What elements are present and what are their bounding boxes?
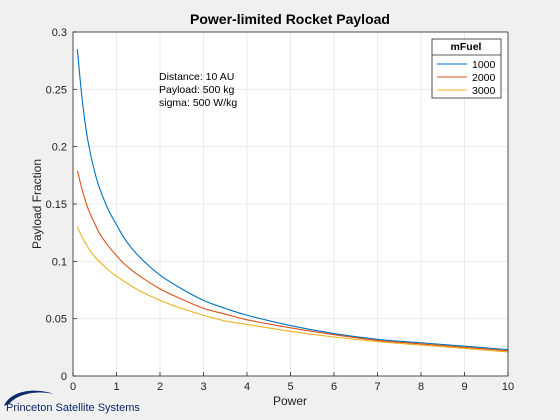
- x-tick-label: 4: [244, 381, 250, 393]
- series-line-3000: [76, 226, 509, 353]
- y-tick-label: 0.25: [46, 84, 67, 96]
- legend-label-3000: 3000: [472, 85, 496, 97]
- y-tick-label: 0.1: [52, 256, 67, 268]
- legend-box: [431, 38, 502, 99]
- annotation-distance: Distance: 10 AU: [159, 71, 234, 83]
- x-tick-label: 3: [200, 381, 206, 393]
- y-tick-label: 0: [61, 371, 67, 383]
- annotation-payload: Payload: 500 kg: [159, 84, 234, 96]
- x-tick-label: 8: [418, 381, 424, 393]
- ticks: 0 1 2 3 4 5 6 7 8 9 10 0 0.05 0.1 0.15 0.2 0.25 0.3: [46, 27, 515, 393]
- y-tick-label: 0.2: [52, 142, 67, 154]
- series-line-1000: [76, 49, 509, 351]
- series-layer: [76, 49, 509, 353]
- series-line-2000: [76, 170, 509, 352]
- logo-text: Princeton Satellite Systems: [6, 402, 140, 414]
- y-tick-label: 0.15: [46, 199, 67, 211]
- x-tick-label: 5: [287, 381, 293, 393]
- annotation-sigma: sigma: 500 W/kg: [159, 97, 237, 109]
- legend-title: mFuel: [451, 41, 482, 53]
- x-tick-label: 10: [502, 381, 514, 393]
- x-tick-label: 9: [461, 381, 467, 393]
- x-tick-label: 1: [113, 381, 119, 393]
- chart-title: Power-limited Rocket Payload: [190, 11, 390, 27]
- logo-swoosh-icon: [4, 390, 54, 406]
- x-tick-label: 2: [157, 381, 163, 393]
- y-axis-label: Payload Fraction: [30, 159, 44, 249]
- x-tick-label: 7: [374, 381, 380, 393]
- x-tick-label: 6: [331, 381, 337, 393]
- logo: Princeton Satellite Systems: [4, 390, 140, 414]
- x-axis-label: Power: [273, 394, 307, 408]
- y-tick-label: 0.3: [52, 27, 67, 39]
- legend-label-2000: 2000: [472, 72, 496, 84]
- y-tick-label: 0.05: [46, 314, 67, 326]
- x-tick-label: 0: [70, 381, 76, 393]
- legend-label-1000: 1000: [472, 59, 496, 71]
